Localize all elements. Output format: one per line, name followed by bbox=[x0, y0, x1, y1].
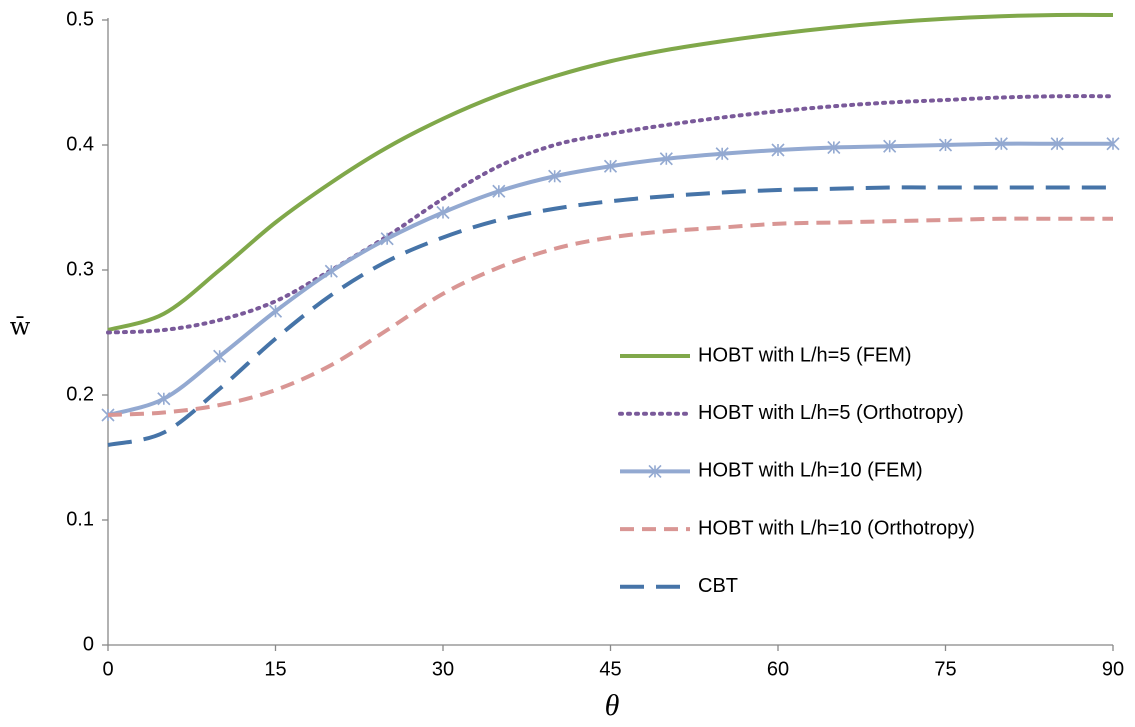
y-tick-label: 0 bbox=[83, 633, 94, 655]
marker bbox=[268, 304, 283, 318]
series-line bbox=[107, 185, 1113, 447]
marker bbox=[1106, 137, 1120, 151]
x-tick-label: 45 bbox=[599, 658, 621, 680]
legend-label: HOBT with L/h=5 (Orthotropy) bbox=[698, 402, 964, 424]
series-line bbox=[107, 141, 1113, 417]
y-axis-label: w̄ bbox=[10, 313, 31, 341]
marker bbox=[492, 184, 506, 198]
x-tick-label: 60 bbox=[767, 658, 789, 680]
marker bbox=[1050, 137, 1064, 151]
x-axis-label: θ bbox=[605, 689, 620, 722]
marker bbox=[994, 137, 1008, 151]
legend-label: CBT bbox=[698, 575, 738, 597]
marker bbox=[938, 138, 953, 152]
y-tick-label: 0.3 bbox=[66, 258, 94, 280]
y-tick-label: 0.1 bbox=[66, 508, 94, 530]
y-tick-label: 0.4 bbox=[66, 133, 94, 155]
marker bbox=[213, 349, 227, 363]
series-line bbox=[107, 216, 1113, 417]
series-line bbox=[107, 12, 1114, 332]
x-tick-label: 90 bbox=[1102, 658, 1124, 680]
y-tick-label: 0.5 bbox=[66, 8, 94, 30]
marker bbox=[548, 169, 562, 183]
x-tick-label: 75 bbox=[934, 658, 956, 680]
legend-label: HOBT with L/h=10 (Orthotropy) bbox=[698, 517, 975, 539]
marker bbox=[883, 139, 897, 153]
marker bbox=[157, 392, 171, 406]
x-tick-label: 30 bbox=[432, 658, 454, 680]
x-tick-label: 15 bbox=[264, 658, 286, 680]
legend-label: HOBT with L/h=10 (FEM) bbox=[698, 460, 923, 482]
marker bbox=[715, 147, 729, 161]
marker bbox=[324, 264, 338, 278]
marker bbox=[436, 205, 450, 220]
x-tick-label: 0 bbox=[102, 658, 113, 680]
marker bbox=[380, 232, 394, 246]
marker bbox=[603, 159, 618, 173]
y-tick-label: 0.2 bbox=[66, 383, 94, 405]
marker bbox=[659, 152, 673, 166]
series-line bbox=[106, 94, 1115, 335]
marker bbox=[771, 143, 785, 157]
legend-marker bbox=[648, 464, 662, 478]
legend-label: HOBT with L/h=5 (FEM) bbox=[698, 344, 912, 366]
marker bbox=[827, 140, 841, 155]
